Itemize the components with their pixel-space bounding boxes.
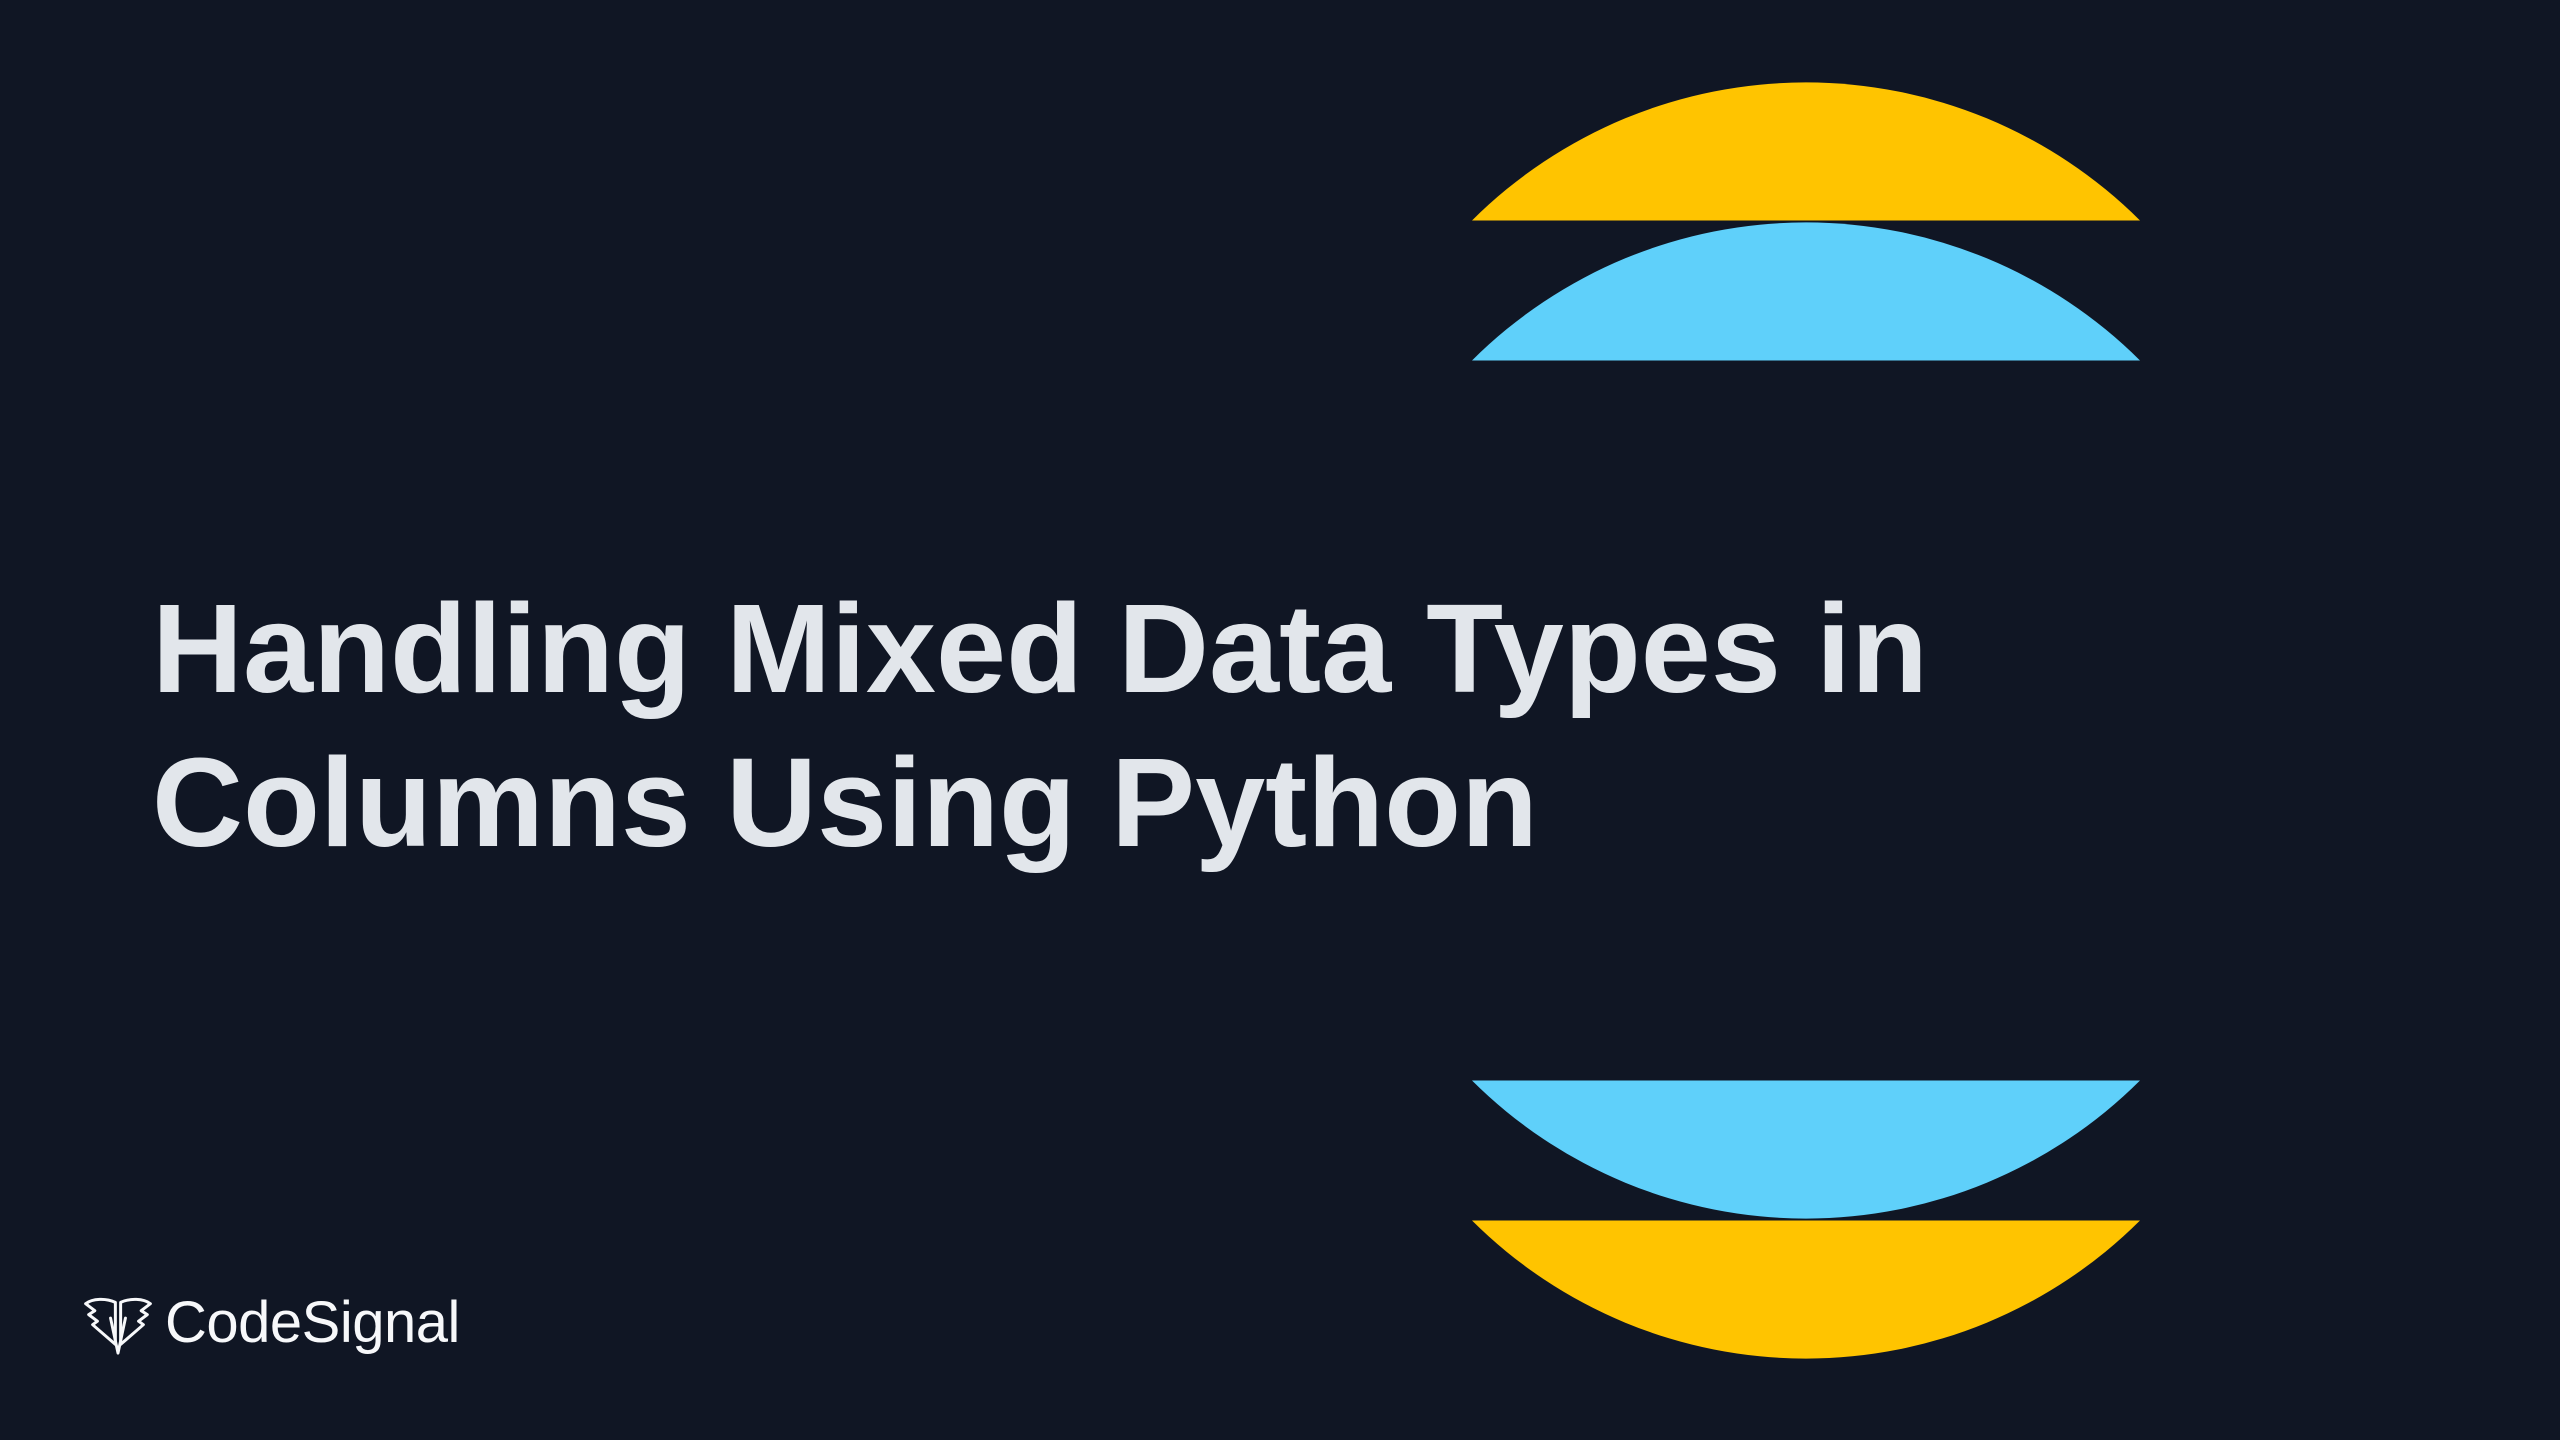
page-title-line-1: Handling Mixed Data Types in bbox=[152, 578, 1928, 719]
brand-name: CodeSignal bbox=[165, 1290, 460, 1355]
blue-dome-shape bbox=[1472, 222, 2140, 361]
yellow-dome-shape bbox=[1472, 82, 2140, 221]
yellow-bowl-shape bbox=[1472, 1220, 2140, 1359]
page-title: Handling Mixed Data Types in Columns Usi… bbox=[152, 572, 1928, 879]
page-title-line-2: Columns Using Python bbox=[152, 731, 1538, 873]
blue-bowl-shape bbox=[1472, 1080, 2140, 1219]
brand-lockup: CodeSignal bbox=[83, 1294, 460, 1358]
codesignal-wings-icon bbox=[83, 1295, 153, 1357]
